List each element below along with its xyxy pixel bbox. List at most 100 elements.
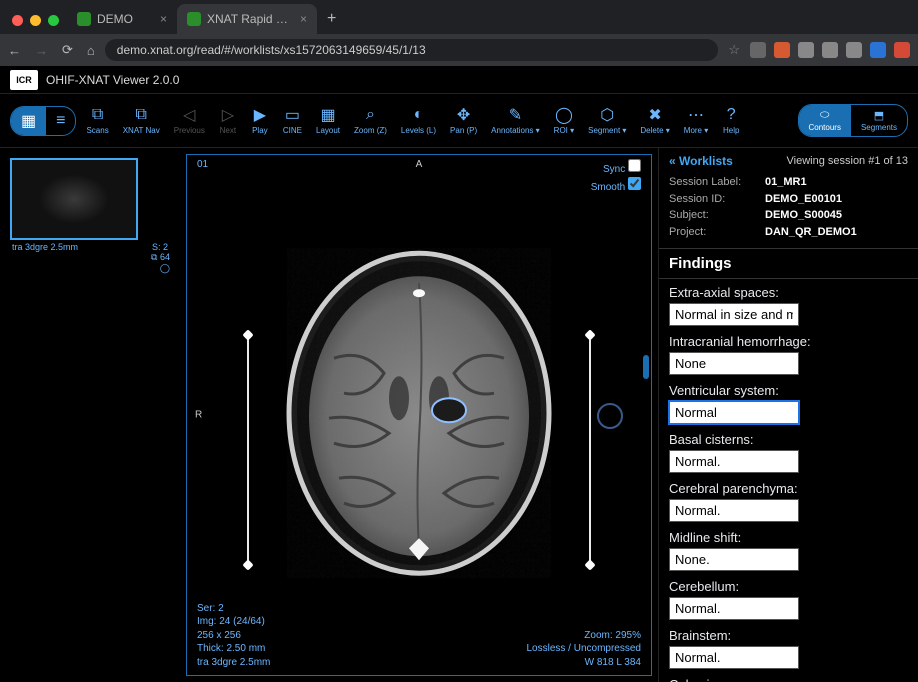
tab-title: DEMO — [97, 12, 133, 26]
segment--icon: ⬡ — [598, 106, 616, 124]
minimize-window-icon[interactable] — [30, 15, 41, 26]
toolbar-label: Levels (L) — [401, 126, 436, 135]
browser-tab-strip: DEMO×XNAT Rapid Reader× + — [0, 0, 918, 34]
finding-field: Cerebral parenchyma: — [669, 481, 908, 522]
toolbar-annotations[interactable]: ✎Annotations ▾ — [485, 104, 546, 137]
roi-annotation[interactable] — [432, 398, 466, 422]
sync-checkbox[interactable] — [628, 159, 641, 172]
right-panel: « Worklists Viewing session #1 of 13 Ses… — [658, 148, 918, 682]
extension-icon[interactable] — [750, 42, 766, 58]
layout-mode-pill[interactable]: ▦ ≡ — [10, 106, 76, 136]
address-bar[interactable]: demo.xnat.org/read/#/worklists/xs1572063… — [105, 39, 719, 61]
toolbar-more[interactable]: ⋯More ▾ — [678, 104, 714, 137]
forward-icon[interactable]: → — [35, 43, 48, 58]
worklists-link[interactable]: « Worklists — [669, 154, 733, 168]
finding-label: Extra-axial spaces: — [669, 285, 908, 300]
finding-input[interactable] — [669, 597, 799, 620]
close-tab-icon[interactable]: × — [300, 12, 307, 26]
pan-p--icon: ✥ — [455, 106, 473, 124]
smooth-checkbox[interactable] — [628, 177, 641, 190]
close-tab-icon[interactable]: × — [160, 12, 167, 26]
toolbar-roi[interactable]: ◯ROI ▾ — [548, 104, 580, 137]
viewport-container: A 01 Sync Smooth R — [180, 148, 658, 682]
previous-icon: ◁ — [180, 106, 198, 124]
toolbar-previous[interactable]: ◁Previous — [168, 104, 211, 137]
close-window-icon[interactable] — [12, 15, 23, 26]
metadata-value: DEMO_S00045 — [765, 207, 842, 224]
toolbar-next[interactable]: ▷Next — [213, 104, 243, 137]
toolbar-xnat-nav[interactable]: ⧉XNAT Nav — [117, 104, 166, 137]
right-ruler — [589, 335, 591, 565]
finding-input[interactable] — [669, 303, 799, 326]
new-tab-button[interactable]: + — [317, 10, 346, 34]
extension-icon[interactable] — [774, 42, 790, 58]
overlay-thickness: Thick: 2.50 mm — [197, 642, 270, 656]
extension-icon[interactable] — [870, 42, 886, 58]
overlay-top-right: Sync Smooth — [591, 159, 641, 195]
contours-icon[interactable]: ⬭ — [820, 109, 829, 122]
toolbar-help[interactable]: ?Help — [716, 104, 746, 137]
extension-icon[interactable] — [798, 42, 814, 58]
finding-input[interactable] — [669, 646, 799, 669]
toolbar-label: XNAT Nav — [123, 126, 160, 135]
extension-icon[interactable] — [894, 42, 910, 58]
session-metadata: Session Label:01_MR1Session ID:DEMO_E001… — [659, 172, 918, 248]
finding-field: Extra-axial spaces: — [669, 285, 908, 326]
grid-mode-icon[interactable]: ▦ — [11, 107, 46, 135]
stack-icon: ⧉ — [151, 252, 157, 262]
thumbnail-count: 64 — [160, 252, 170, 262]
thumbnail-label: tra 3dgre 2.5mm — [12, 242, 78, 252]
metadata-key: Project: — [669, 224, 759, 241]
finding-input[interactable] — [669, 401, 799, 424]
reload-icon[interactable]: ⟳ — [62, 42, 73, 58]
toolbar-levels-l[interactable]: ◐Levels (L) — [395, 104, 442, 137]
favicon — [187, 12, 201, 26]
finding-label: Intracranial hemorrhage: — [669, 334, 908, 349]
metadata-value: DEMO_E00101 — [765, 191, 842, 208]
slice-scrollbar[interactable] — [643, 355, 649, 379]
star-icon[interactable]: ☆ — [728, 42, 740, 58]
home-icon[interactable]: ⌂ — [87, 43, 95, 58]
image-viewport[interactable]: A 01 Sync Smooth R — [186, 154, 652, 676]
finding-label: Cerebellum: — [669, 579, 908, 594]
toolbar-zoom-z[interactable]: ⌕Zoom (Z) — [348, 104, 393, 137]
series-panel: tra 3dgre 2.5mm S: 2 ⧉ 64 ◯ — [0, 148, 180, 682]
extension-icon[interactable] — [846, 42, 862, 58]
browser-tab[interactable]: DEMO × — [67, 4, 177, 34]
toolbar-delete[interactable]: ✖Delete ▾ — [634, 104, 675, 137]
toolbar-label: Delete ▾ — [640, 126, 669, 135]
toolbar-play[interactable]: ▶Play — [245, 104, 275, 137]
layout-icon: ▦ — [319, 106, 337, 124]
toolbar-segment[interactable]: ⬡Segment ▾ — [582, 104, 632, 137]
toolbar-cine[interactable]: ▭CINE — [277, 104, 308, 137]
browser-tab[interactable]: XNAT Rapid Reader× — [177, 4, 317, 34]
toolbar-label: CINE — [283, 126, 302, 135]
finding-input[interactable] — [669, 548, 799, 571]
toolbar-layout[interactable]: ▦ Layout — [310, 104, 346, 137]
finding-label: Brainstem: — [669, 628, 908, 643]
series-thumbnail[interactable] — [10, 158, 138, 240]
finding-input[interactable] — [669, 450, 799, 473]
toolbar-label: Layout — [316, 126, 340, 135]
maximize-window-icon[interactable] — [48, 15, 59, 26]
toolbar-label: Zoom (Z) — [354, 126, 387, 135]
extension-icon[interactable] — [822, 42, 838, 58]
segments-icon[interactable]: ⬒ — [874, 109, 884, 122]
finding-field: Basal cisterns: — [669, 432, 908, 473]
list-mode-icon[interactable]: ≡ — [46, 107, 75, 135]
metadata-key: Session ID: — [669, 191, 759, 208]
back-icon[interactable]: ← — [8, 43, 21, 58]
toolbar-pan-p[interactable]: ✥ Pan (P) — [444, 104, 483, 137]
thumbnail-image — [12, 160, 136, 238]
findings-header: Findings — [659, 248, 918, 279]
finding-field: Intracranial hemorrhage: — [669, 334, 908, 375]
finding-input[interactable] — [669, 352, 799, 375]
left-ruler — [247, 335, 249, 565]
roi-mode-pill[interactable]: ⬭ Contours ⬒ Segments — [798, 104, 909, 137]
finding-input[interactable] — [669, 499, 799, 522]
main-area: tra 3dgre 2.5mm S: 2 ⧉ 64 ◯ A 01 Sync Sm… — [0, 148, 918, 682]
finding-label: Ventricular system: — [669, 383, 908, 398]
toolbar-label: Pan (P) — [450, 126, 477, 135]
toolbar-label: Next — [220, 126, 236, 135]
toolbar-scans[interactable]: ⧉Scans — [80, 104, 114, 137]
